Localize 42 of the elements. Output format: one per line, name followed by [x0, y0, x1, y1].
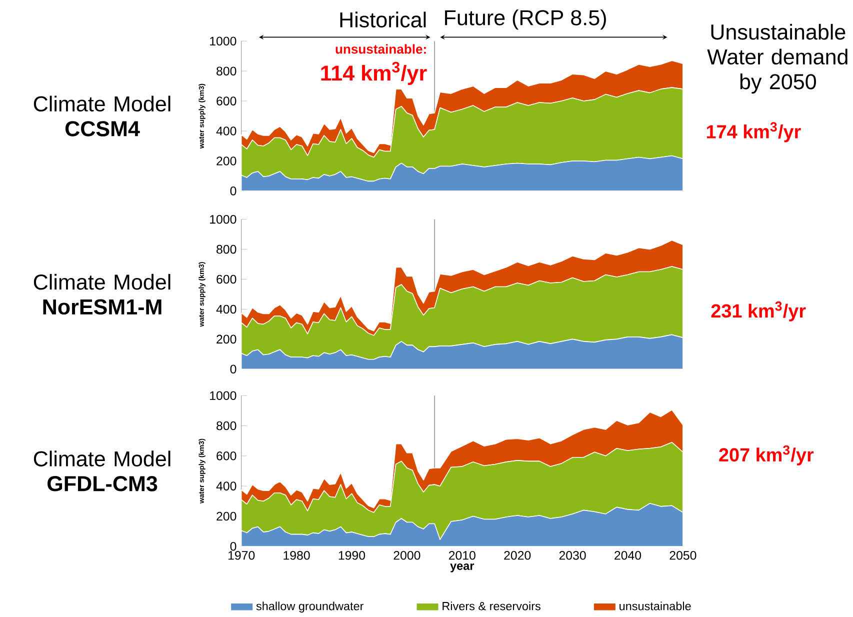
- text: 207 km$^{3}$/yr: [719, 445, 814, 466]
- y-tick-label: 0: [230, 364, 236, 374]
- x-axis-title: year: [450, 563, 474, 572]
- y-tick-label: 600: [216, 451, 236, 460]
- x-tick-label: 2050: [670, 550, 696, 560]
- y-tick-label: 1000: [210, 214, 236, 224]
- text: 174 km$^{3}$/yr: [706, 122, 801, 142]
- x-tick-label: 1970: [228, 550, 255, 560]
- y-tick-label: 0: [230, 542, 236, 551]
- x-tick-label: 2000: [394, 550, 420, 560]
- x-tick-label: 2020: [504, 550, 531, 560]
- legend-label: shallow groundwater: [256, 601, 364, 612]
- y-tick-label: 1000: [210, 391, 236, 400]
- annotation: unsustainable:: [336, 44, 426, 54]
- annotation: 114 km$^{3}$/yr: [321, 62, 427, 85]
- y-tick-label: 400: [216, 304, 236, 314]
- text: Future (RCP 8.5): [445, 9, 606, 30]
- text: Climate Model CCSM4: [34, 96, 170, 136]
- text: 231 km$^{3}$/yr: [711, 301, 806, 322]
- x-tick-label: 2010: [448, 550, 476, 560]
- y-tick-label: 0: [230, 186, 236, 196]
- text: Climate Model NorESM1-M: [34, 274, 170, 314]
- x-tick-label: 2040: [614, 550, 642, 560]
- y-tick-label: 200: [216, 334, 236, 344]
- text: Historical: [340, 12, 426, 28]
- y-tick-label: 800: [216, 244, 236, 254]
- y-tick-label: 400: [216, 482, 236, 490]
- y-tick-label: 400: [216, 126, 236, 136]
- x-tick-label: 1980: [284, 550, 310, 560]
- y-tick-label: 1000: [210, 36, 236, 46]
- x-tick-label: 1990: [338, 550, 366, 560]
- legend-label: unsustainable: [620, 601, 691, 610]
- y-tick-label: 200: [216, 512, 236, 520]
- legend-label: Rivers & reservoirs: [442, 601, 540, 610]
- x-tick-label: 2030: [559, 550, 586, 560]
- y-tick-label: 600: [216, 96, 236, 106]
- y-tick-label: 800: [216, 421, 236, 430]
- text: Unsustainable Water demand by 2050: [707, 24, 848, 94]
- y-tick-label: 800: [216, 66, 236, 76]
- y-tick-label: 600: [216, 274, 236, 284]
- y-tick-label: 200: [216, 156, 236, 166]
- text: Climate Model GFDL-CM3: [34, 450, 170, 492]
